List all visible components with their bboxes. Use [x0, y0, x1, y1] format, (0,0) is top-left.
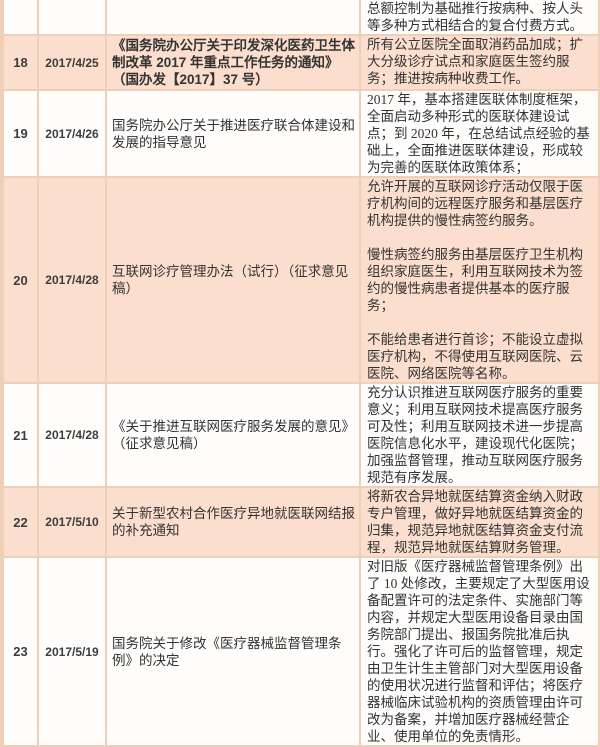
summary-cell: 2017 年，基本搭建医联体制度框架，全面启动多种形式的医联体建设试点；到 20… [359, 89, 600, 178]
doc-title-cell [105, 0, 361, 36]
row-index-cell: 22 [0, 486, 39, 558]
date-cell [37, 0, 107, 36]
doc-title-cell: 《国务院办公厅关于印发深化医药卫生体制改革 2017 年重点工作任务的通知》（国… [105, 34, 361, 91]
row-index-cell: 21 [0, 382, 39, 488]
summary-cell: 总额控制为基础推行按病种、按人头等多种方式相结合的复合付费方式。 [359, 0, 600, 36]
table-row: 21 2017/4/28 《关于推进互联网医疗服务发展的意见》（征求意见稿） 充… [0, 382, 600, 488]
summary-cell: 允许开展的互联网诊疗活动仅限于医疗机构间的远程医疗服务和基层医疗机构提供的慢性病… [359, 176, 600, 384]
table-row: 23 2017/5/19 国务院关于修改《医疗器械监督管理条例》的决定 对旧版《… [0, 556, 600, 747]
summary-cell: 将新农合异地就医结算资金纳入财政专户管理，做好异地就医结算资金的归集，规范异地就… [359, 486, 600, 558]
doc-title-cell: 国务院办公厅关于推进医疗联合体建设和发展的指导意见 [105, 89, 361, 178]
row-index-cell: 23 [0, 556, 39, 747]
row-index-cell: 20 [0, 176, 39, 384]
doc-title-cell: 互联网诊疗管理办法（试行）（征求意见稿） [105, 176, 361, 384]
date-cell: 2017/4/26 [37, 89, 107, 178]
row-index-cell: 19 [0, 89, 39, 178]
date-cell: 2017/4/28 [37, 382, 107, 488]
table-row: 总额控制为基础推行按病种、按人头等多种方式相结合的复合付费方式。 [0, 0, 600, 36]
summary-cell: 充分认识推进互联网医疗服务的重要意义；利用互联网技术提高医疗服务可及性；利用互联… [359, 382, 600, 488]
row-index-cell [0, 0, 39, 36]
table-row: 19 2017/4/26 国务院办公厅关于推进医疗联合体建设和发展的指导意见 2… [0, 89, 600, 178]
date-cell: 2017/4/25 [37, 34, 107, 91]
date-cell: 2017/4/28 [37, 176, 107, 384]
summary-cell: 对旧版《医疗器械监督管理条例》出了 10 处修改，主要规定了大型医用设备配置许可… [359, 556, 600, 747]
table-row: 18 2017/4/25 《国务院办公厅关于印发深化医药卫生体制改革 2017 … [0, 34, 600, 91]
table-row: 20 2017/4/28 互联网诊疗管理办法（试行）（征求意见稿） 允许开展的互… [0, 176, 600, 384]
date-cell: 2017/5/10 [37, 486, 107, 558]
doc-title-cell: 关于新型农村合作医疗异地就医联网结报的补充通知 [105, 486, 361, 558]
date-cell: 2017/5/19 [37, 556, 107, 747]
row-index-cell: 18 [0, 34, 39, 91]
doc-title-cell: 国务院关于修改《医疗器械监督管理条例》的决定 [105, 556, 361, 747]
doc-title-cell: 《关于推进互联网医疗服务发展的意见》（征求意见稿） [105, 382, 361, 488]
summary-cell: 所有公立医院全面取消药品加成；扩大分级诊疗试点和家庭医生签约服务；推进按病种收费… [359, 34, 600, 91]
table-row: 22 2017/5/10 关于新型农村合作医疗异地就医联网结报的补充通知 将新农… [0, 486, 600, 558]
